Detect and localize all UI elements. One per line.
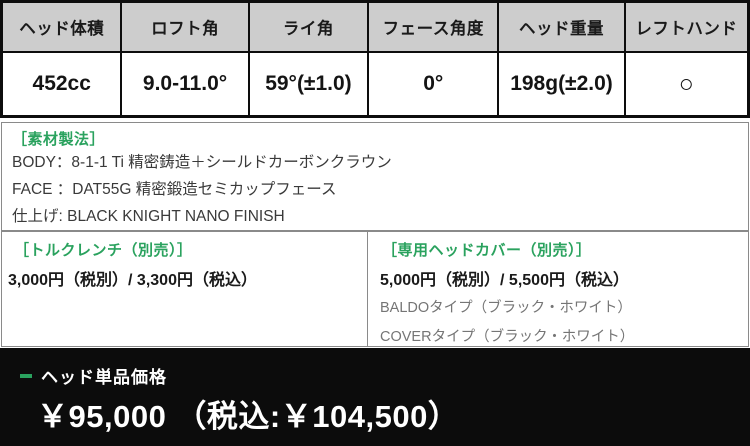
head-cover-title: ［専用ヘッドカバー（別売）］ [382,242,592,259]
price-bar-label-row: ヘッド単品価格 [0,348,750,388]
spec-value-head-weight: 198g(±2.0) [499,53,624,115]
spec-table: ヘッド体積 ロフト角 ライ角 フェース角度 ヘッド重量 レフトハンド 452cc… [0,0,750,118]
spec-value-left-hand-circle: ○ [625,53,747,115]
materials-line-body: BODY：8-1-1 Ti 精密鋳造＋シールドカーボンクラウン [12,154,392,171]
accessories-section: ［トルクレンチ（別売）］ 3,000円（税別）/ 3,300円（税込） ［専用ヘ… [1,231,749,347]
torque-wrench-title: ［トルクレンチ（別売）］ [14,242,193,259]
head-cover-option-cover: COVERタイプ（ブラック・ホワイト） [380,329,635,345]
price-bar-label: ヘッド単品価格 [41,368,167,387]
spec-value-loft-angle: 9.0-11.0° [122,53,248,115]
spec-value-head-volume: 452cc [3,53,121,115]
torque-wrench-box: ［トルクレンチ（別売）］ 3,000円（税別）/ 3,300円（税込） [1,231,368,347]
spec-value-face-angle: 0° [369,53,498,115]
materials-line-face: FACE ：DAT55G 精密鍛造セミカップフェース [12,181,337,198]
head-cover-option-baldo: BALDOタイプ（ブラック・ホワイト） [380,300,632,316]
torque-wrench-price: 3,000円（税別）/ 3,300円（税込） [8,272,257,289]
spec-header-head-weight: ヘッド重量 [499,3,624,51]
green-dash-icon [20,373,32,378]
head-cover-price: 5,000円（税別）/ 5,500円（税込） [380,272,629,289]
head-cover-box: ［専用ヘッドカバー（別売）］ 5,000円（税別）/ 5,500円（税込） BA… [368,231,749,347]
spec-header-head-volume: ヘッド体積 [3,3,121,51]
price-bar: ヘッド単品価格 ￥95,000 （税込:￥104,500） [0,348,750,446]
materials-line-finish: 仕上げ: BLACK KNIGHT NANO FINISH [12,208,285,225]
materials-section: ［素材製法］ BODY：8-1-1 Ti 精密鋳造＋シールドカーボンクラウン F… [1,122,749,231]
spec-header-loft-angle: ロフト角 [122,3,248,51]
spec-header-lie-angle: ライ角 [249,3,368,51]
price-bar-price: ￥95,000 （税込:￥104,500） [37,399,460,434]
spec-header-face-angle: フェース角度 [369,3,498,51]
spec-header-left-hand: レフトハンド [625,3,747,51]
materials-title: ［素材製法］ [12,131,106,148]
spec-value-lie-angle: 59°(±1.0) [249,53,368,115]
